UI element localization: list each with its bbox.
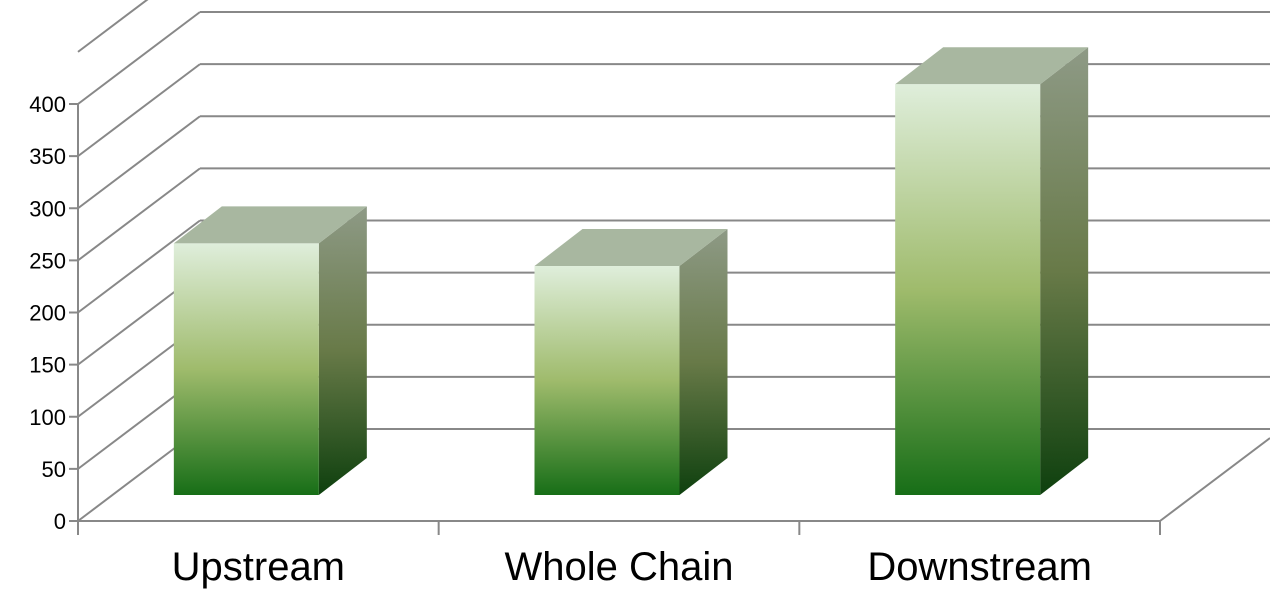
y-tick-label: 100 <box>29 405 66 430</box>
bar-top <box>534 229 728 267</box>
gridline-side <box>77 11 201 105</box>
y-tick-label: 150 <box>29 353 66 378</box>
y-tick-label: 300 <box>29 196 66 221</box>
bar-side <box>679 229 728 496</box>
bar-side <box>1040 47 1089 495</box>
y-tick-label: 250 <box>29 248 66 273</box>
floor-right-edge <box>1159 437 1270 522</box>
x-tick-label: Upstream <box>172 545 345 589</box>
y-tick-label: 50 <box>42 457 66 482</box>
gridline-side <box>77 115 201 210</box>
axes <box>69 103 1270 535</box>
gridline-side <box>77 63 201 157</box>
y-tick-label: 200 <box>29 301 66 326</box>
bar <box>173 243 319 495</box>
y-tick-label: 400 <box>29 92 66 117</box>
x-tick-label: Whole Chain <box>504 545 733 589</box>
y-tick-label: 350 <box>29 144 66 169</box>
y-tick-label: 0 <box>54 509 66 534</box>
bar <box>895 84 1041 495</box>
bar-top <box>173 206 367 244</box>
bar-top <box>895 47 1089 85</box>
bars <box>173 47 1089 496</box>
gridlines <box>77 0 1270 522</box>
gridline-side <box>77 167 201 262</box>
x-tick-label: Downstream <box>867 545 1092 589</box>
gridline-side <box>77 219 201 314</box>
gridline-side <box>77 0 149 53</box>
bar-side <box>318 206 367 495</box>
bar <box>534 266 680 495</box>
labels: 0 50 100 150 200 250 300 350 400 Upstream Whole Ch… <box>29 92 1092 589</box>
